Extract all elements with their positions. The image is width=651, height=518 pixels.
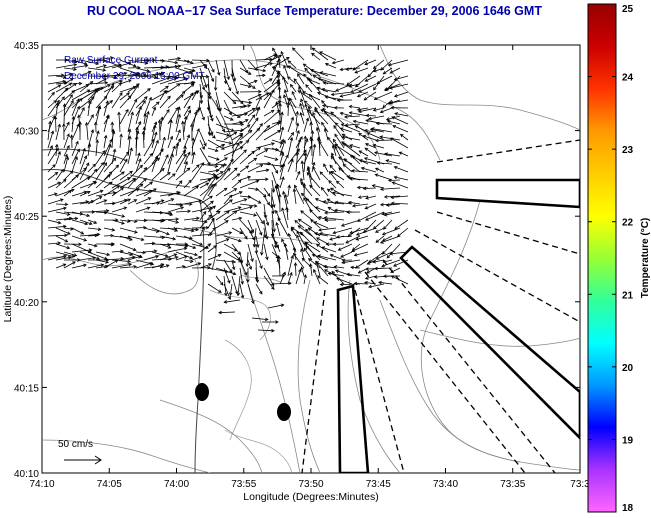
y-tick-label: 40:35 [14,41,39,52]
x-tick-label: 73:45 [366,479,391,490]
colorbar-tick-label: 23 [622,145,634,156]
shipping-channels [336,178,580,473]
shipping-lanes [301,139,580,473]
buoy-marker [195,383,209,401]
y-tick-label: 40:10 [14,469,39,480]
colorbar-tick-label: 18 [622,503,634,514]
colorbar-ticks: 25 24 23 22 21 20 19 18 [588,3,634,514]
buoy-marker [277,403,291,421]
x-tick-label: 74:10 [29,479,54,490]
x-tick-label: 73:3 [570,479,590,490]
colorbar-tick-label: 20 [622,363,634,374]
y-tick-label: 40:25 [14,212,39,223]
colorbar-tick-label: 21 [622,290,634,301]
colorbar-label: Temperature (°C) [640,218,651,299]
x-axis: 74:10 74:05 74:00 73:55 73:50 73:45 73:40 73:35… [29,45,590,490]
x-tick-label: 73:50 [298,479,323,490]
scale-label: 50 cm/s [58,439,93,450]
colorbar-tick-label: 24 [622,73,634,84]
colorbar-tick-label: 19 [622,435,634,446]
x-tick-label: 74:00 [164,479,189,490]
surface-current-vectors [47,47,409,333]
x-tick-label: 73:55 [231,479,256,490]
x-tick-label: 74:05 [97,479,122,490]
y-tick-label: 40:20 [14,298,39,309]
colorbar [587,3,617,513]
bathymetry-contours [42,45,580,473]
x-axis-label: Longitude (Degrees:Minutes) [243,491,378,503]
chart-title: RU COOL NOAA−17 Sea Surface Temperature:… [87,4,542,18]
x-tick-label: 73:35 [500,479,525,490]
y-axis: 40:35 40:30 40:25 40:20 40:15 40:10 [14,41,580,480]
scale-arrow [64,455,102,465]
y-tick-label: 40:30 [14,127,39,138]
y-axis-label: Latitude (Degrees:Minutes) [2,196,14,323]
current-label: Raw Surface Current [64,55,158,66]
colorbar-tick-label: 25 [622,4,634,15]
colorbar-tick-label: 22 [622,218,634,229]
current-date: December 29, 2006 15:00 GMT [64,71,205,82]
nearshore-contours [209,274,293,473]
y-tick-label: 40:15 [14,383,39,394]
x-tick-label: 73:40 [433,479,458,490]
coastline [42,89,234,473]
